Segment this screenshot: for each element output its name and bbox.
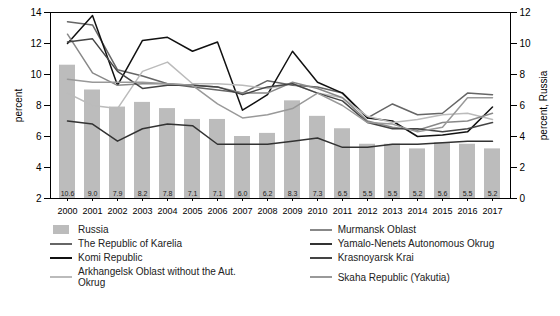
html-text:Komi Republic: Komi Republic xyxy=(78,252,143,263)
html-text:Krasnoyarsk Krai: Krasnoyarsk Krai xyxy=(337,252,414,263)
svg-text:6.2: 6.2 xyxy=(263,190,273,197)
svg-text:10.6: 10.6 xyxy=(61,190,75,197)
svg-text:6.0: 6.0 xyxy=(238,190,248,197)
svg-text:5.2: 5.2 xyxy=(413,190,423,197)
svg-text:2006: 2006 xyxy=(207,206,227,216)
svg-text:2012: 2012 xyxy=(357,206,377,216)
svg-text:2016: 2016 xyxy=(457,206,477,216)
svg-text:7.9: 7.9 xyxy=(113,190,123,197)
svg-text:2005: 2005 xyxy=(182,206,202,216)
svg-text:2: 2 xyxy=(36,193,42,204)
svg-text:5.6: 5.6 xyxy=(438,190,448,197)
svg-text:8.3: 8.3 xyxy=(288,190,298,197)
svg-text:7.8: 7.8 xyxy=(163,190,173,197)
svg-text:2014: 2014 xyxy=(407,206,427,216)
svg-text:2001: 2001 xyxy=(82,206,102,216)
svg-text:9.0: 9.0 xyxy=(88,190,98,197)
svg-text:2003: 2003 xyxy=(132,206,152,216)
svg-text:2002: 2002 xyxy=(107,206,127,216)
svg-text:6: 6 xyxy=(36,131,42,142)
svg-text:5.5: 5.5 xyxy=(363,190,373,197)
svg-text:8: 8 xyxy=(36,100,42,111)
svg-text:5.5: 5.5 xyxy=(388,190,398,197)
svg-text:8.2: 8.2 xyxy=(138,190,148,197)
svg-text:2004: 2004 xyxy=(157,206,177,216)
svg-text:5.2: 5.2 xyxy=(488,190,498,197)
svg-text:4: 4 xyxy=(520,131,526,142)
svg-text:6: 6 xyxy=(520,100,526,111)
html-text:Murmansk Oblast: Murmansk Oblast xyxy=(337,224,416,235)
svg-text:2013: 2013 xyxy=(382,206,402,216)
svg-text:5.5: 5.5 xyxy=(463,190,473,197)
svg-text:2017: 2017 xyxy=(482,206,502,216)
html-text:Russia: Russia xyxy=(78,224,109,235)
html-text:The Republic of Karelia: The Republic of Karelia xyxy=(78,238,182,249)
svg-text:2007: 2007 xyxy=(232,206,252,216)
svg-text:7.1: 7.1 xyxy=(213,190,223,197)
svg-text:2000: 2000 xyxy=(57,206,77,216)
svg-text:2011: 2011 xyxy=(333,206,352,216)
svg-text:8: 8 xyxy=(520,69,526,80)
svg-text:2008: 2008 xyxy=(257,206,277,216)
svg-text:12: 12 xyxy=(30,38,42,49)
svg-text:7.3: 7.3 xyxy=(313,190,323,197)
html-text:Skaha Republic (Yakutia): Skaha Republic (Yakutia) xyxy=(337,271,450,283)
svg-text:14: 14 xyxy=(30,7,42,18)
svg-text:12: 12 xyxy=(520,7,532,18)
svg-text:10: 10 xyxy=(30,69,42,80)
svg-text:2010: 2010 xyxy=(307,206,327,216)
svg-text:2: 2 xyxy=(520,162,526,173)
svg-text:7.1: 7.1 xyxy=(188,190,198,197)
svg-text:4: 4 xyxy=(36,162,42,173)
svg-text:6.5: 6.5 xyxy=(338,190,348,197)
html-text:Yamalo-Nenets Autonomous Okrug: Yamalo-Nenets Autonomous Okrug xyxy=(337,238,495,249)
svg-text:10: 10 xyxy=(520,38,532,49)
html-text:Arkhangelsk Oblast without the: Arkhangelsk Oblast without the Aut. Okru… xyxy=(78,266,236,288)
svg-text:percent: percent xyxy=(13,89,24,123)
svg-text:percent, Russia: percent, Russia xyxy=(538,70,549,140)
svg-text:0: 0 xyxy=(520,193,526,204)
svg-text:2009: 2009 xyxy=(282,206,302,216)
svg-text:2015: 2015 xyxy=(432,206,452,216)
